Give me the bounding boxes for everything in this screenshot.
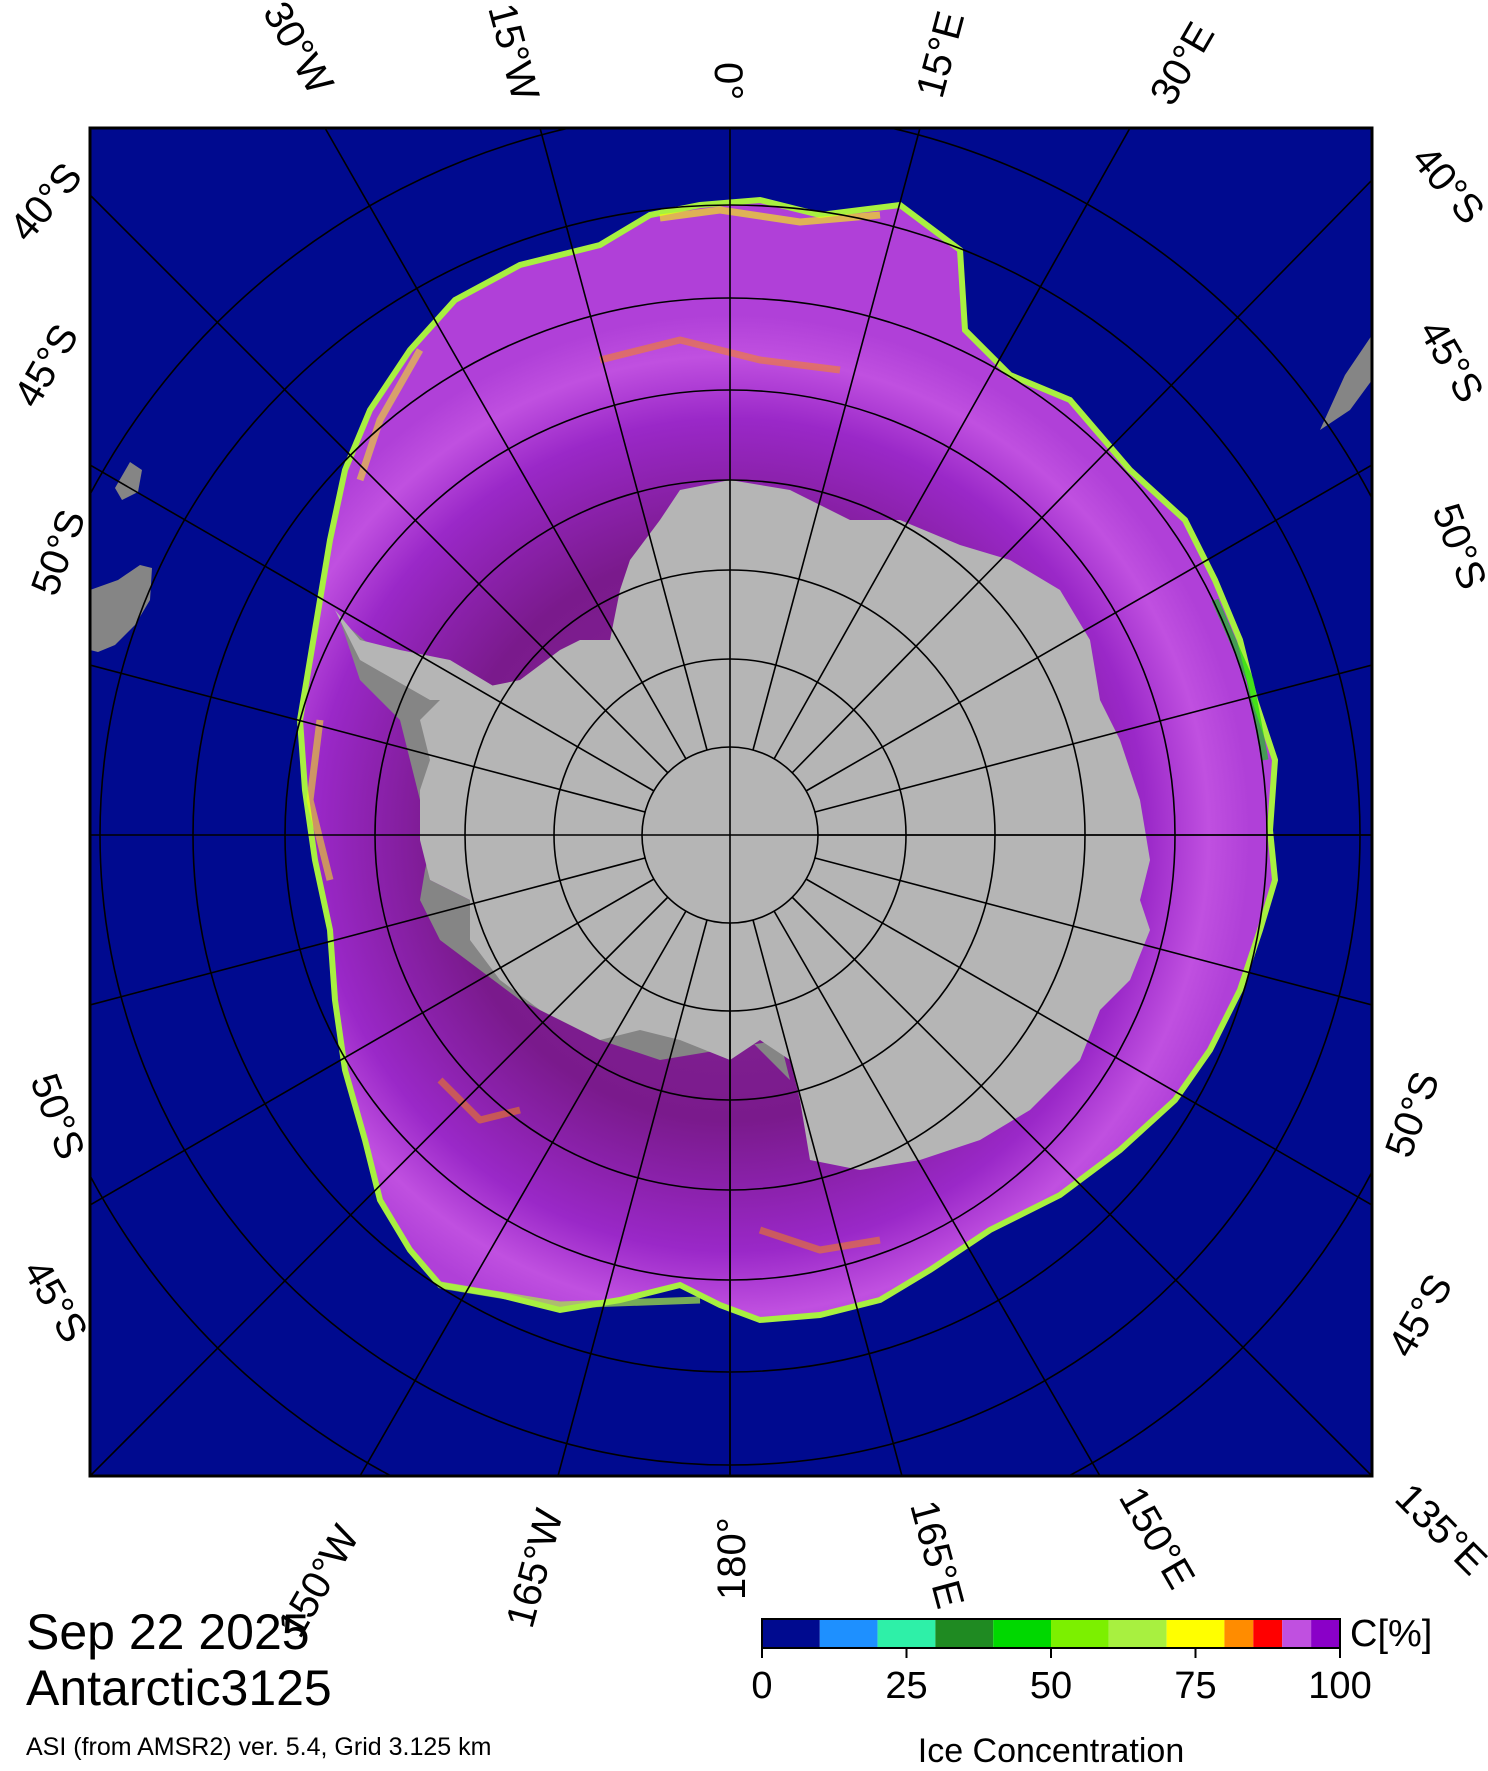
lat-label-right-45s-lower: 45°S [1380, 1267, 1462, 1364]
lat-label-left-45s: 45°S [6, 317, 88, 414]
map-date: Sep 22 2025 [26, 1604, 310, 1660]
lon-label-30e: 30°E [1142, 15, 1224, 112]
colorbar-unit: C[%] [1350, 1613, 1432, 1655]
south-america-land [90, 565, 152, 652]
map-frame [88, 126, 1374, 1478]
colorbar-tick-label: 75 [1174, 1665, 1216, 1707]
lat-label-left-40s: 40°S [1, 155, 91, 250]
lat-label-right-50s-lower: 50°S [1377, 1066, 1448, 1163]
colorbar-bin-85-90 [1253, 1619, 1283, 1648]
colorbar: C[%] 0 25 50 75 100 Ice Concentration [751, 1613, 1432, 1770]
lon-label-30w: 30°W [254, 0, 341, 102]
lon-label-165w: 165°W [498, 1504, 572, 1632]
product-name: Antarctic3125 [26, 1660, 332, 1716]
colorbar-bin-10-20 [819, 1619, 878, 1648]
colorbar-tick-label: 100 [1308, 1665, 1371, 1707]
lon-label-165e: 165°E [901, 1496, 972, 1613]
lon-label-180: 180° [710, 1517, 754, 1600]
colorbar-bin-30-40 [935, 1619, 994, 1648]
colorbar-title: Ice Concentration [918, 1732, 1185, 1770]
graticule [90, 128, 1372, 1476]
lat-label-right-50s: 50°S [1424, 498, 1488, 595]
map-area [90, 128, 1372, 1476]
top-graticule-labels: 30°W 15°W 0° 15°E 30°E [254, 0, 1224, 112]
lat-label-left-45s-lower: 45°S [14, 1253, 96, 1350]
left-graticule-labels: 40°S 45°S 50°S 50°S 45°S [1, 155, 96, 1350]
colorbar-tick-label: 50 [1030, 1665, 1072, 1707]
colorbar-bin-90-95 [1282, 1619, 1312, 1648]
colorbar-bin-20-30 [877, 1619, 936, 1648]
lat-label-right-40s: 40°S [1403, 138, 1488, 233]
antarctic-continent [420, 480, 1150, 1170]
lon-label-0: 0° [706, 62, 750, 100]
lon-label-135e: 135°E [1387, 1475, 1488, 1583]
lon-label-15w: 15°W [479, 0, 547, 105]
lat-label-left-50s: 50°S [23, 504, 94, 601]
colorbar-bin-40-50 [993, 1619, 1051, 1648]
colorbar-bin-0-10 [762, 1619, 820, 1648]
lat-label-right-45s: 45°S [1410, 313, 1488, 410]
ice-edge-highlights [306, 206, 1269, 1309]
colorbar-bin-80-85 [1224, 1619, 1254, 1648]
colorbar-tick-label: 0 [751, 1665, 772, 1707]
right-graticule-labels: 40°S 45°S 50°S 50°S 45°S [1377, 138, 1488, 1365]
colorbar-bin-50-60 [1051, 1619, 1109, 1648]
lon-label-150e: 150°E [1110, 1480, 1203, 1597]
data-source: ASI (from AMSR2) ver. 5.4, Grid 3.125 km [26, 1733, 492, 1761]
lon-label-15e: 15°E [908, 7, 973, 103]
colorbar-tick-label: 25 [885, 1665, 927, 1707]
colorbar-bin-70-80 [1166, 1619, 1225, 1648]
colorbar-bin-95-100 [1311, 1619, 1340, 1648]
lat-label-left-50s-lower: 50°S [22, 1068, 93, 1165]
colorbar-bin-60-70 [1108, 1619, 1167, 1648]
colorbar-ticks: 0 25 50 75 100 [751, 1648, 1372, 1707]
tasmania-nz-land [1320, 335, 1372, 430]
colorbar-bins [762, 1619, 1340, 1648]
